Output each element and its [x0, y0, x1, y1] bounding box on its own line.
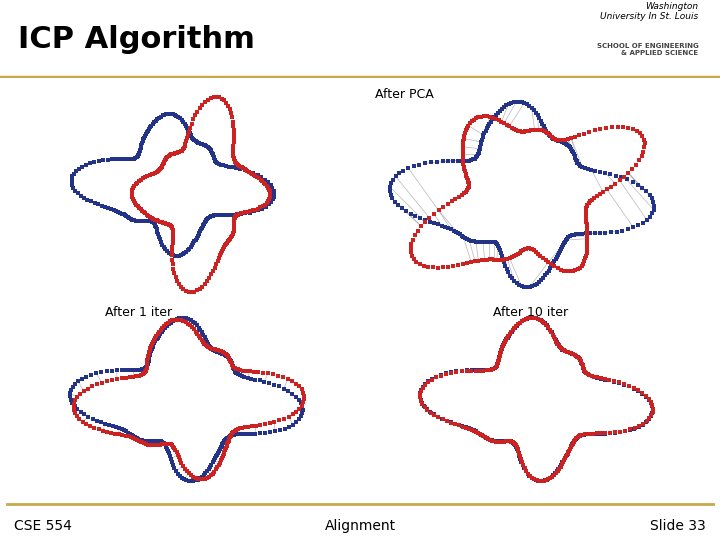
Text: Washington
University In St. Louis: Washington University In St. Louis	[600, 2, 698, 21]
Text: After 10 iter: After 10 iter	[493, 306, 569, 319]
Text: CSE 554: CSE 554	[14, 519, 72, 533]
Text: After PCA: After PCA	[375, 88, 434, 101]
Text: ICP Algorithm: ICP Algorithm	[18, 25, 255, 54]
Text: Alignment: Alignment	[325, 519, 395, 533]
Text: SCHOOL OF ENGINEERING
& APPLIED SCIENCE: SCHOOL OF ENGINEERING & APPLIED SCIENCE	[597, 43, 698, 56]
Text: Slide 33: Slide 33	[650, 519, 706, 533]
Text: After 1 iter: After 1 iter	[105, 306, 172, 319]
